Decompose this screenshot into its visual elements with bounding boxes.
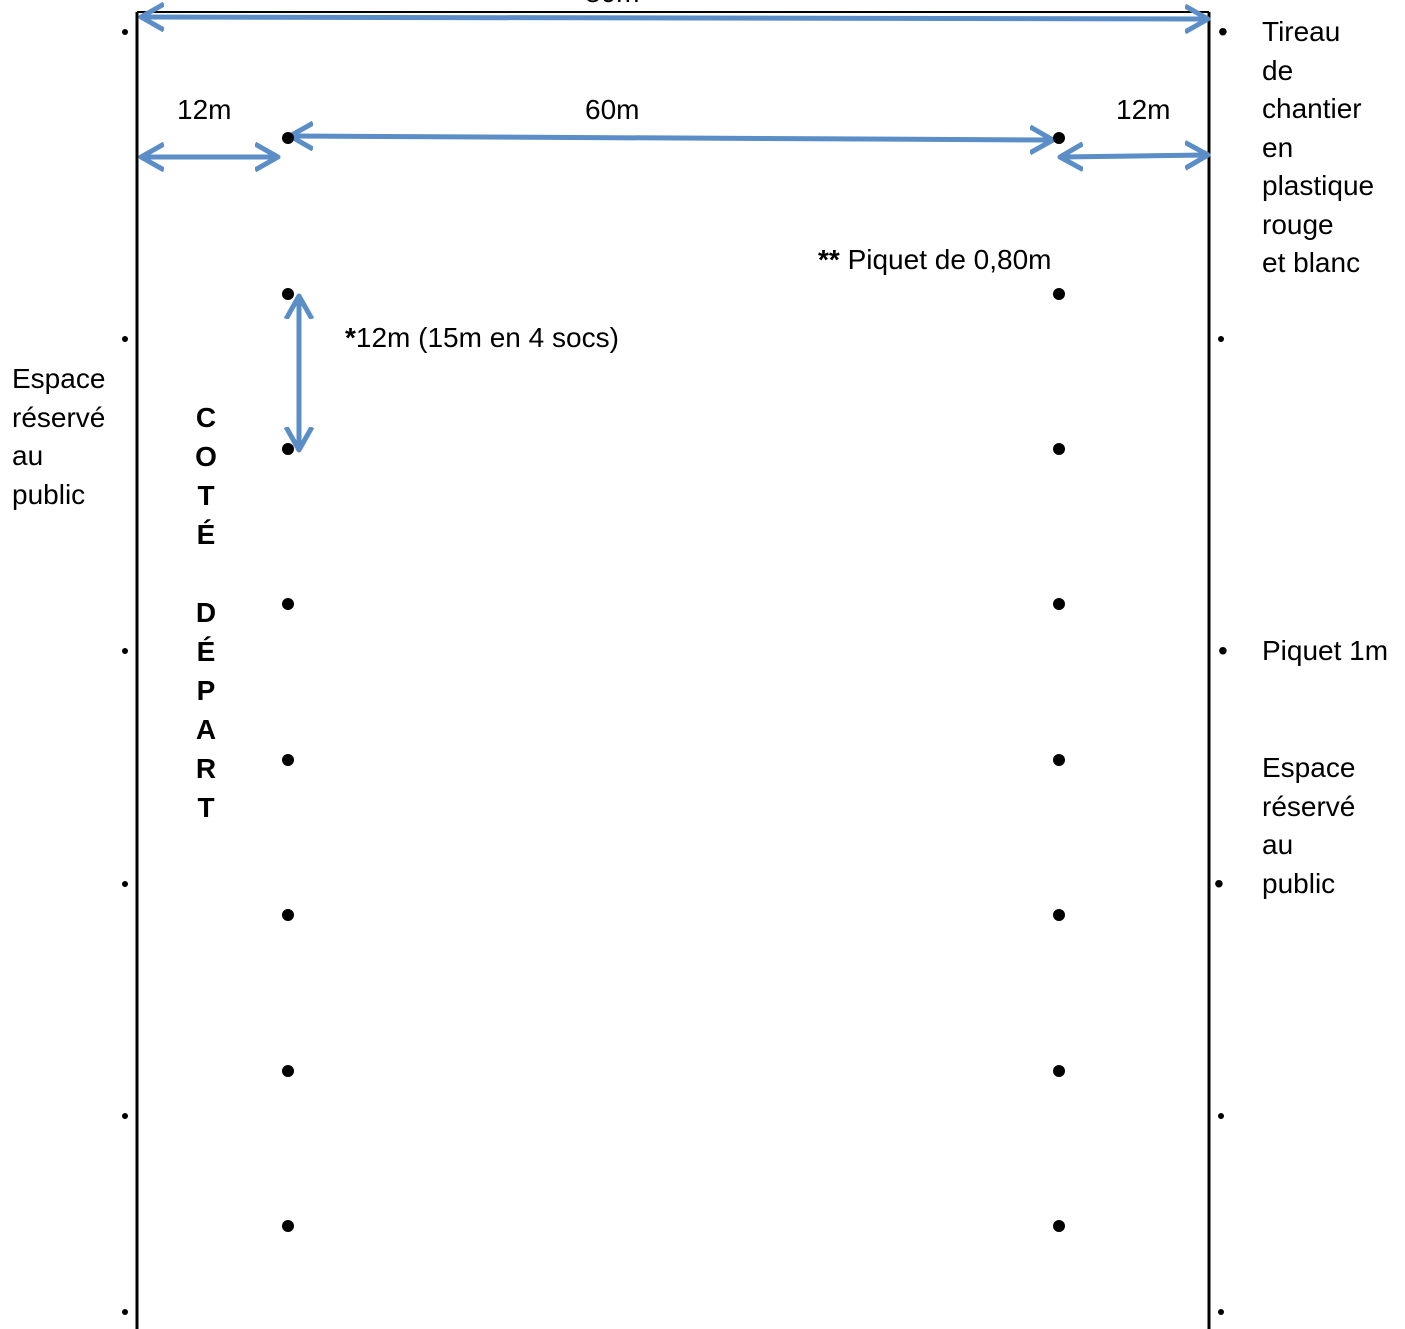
left-post-column <box>282 132 294 1232</box>
left-margin-label: 12m <box>177 94 232 125</box>
boundary-marker-dot <box>122 336 128 342</box>
piquet-spacing-arrow <box>292 136 1051 140</box>
letter: É <box>196 519 216 550</box>
text-line: Tireau <box>1262 16 1341 47</box>
post-dot <box>1053 1220 1065 1232</box>
boundary-marker-dot <box>1218 336 1224 342</box>
right-margin-arrow <box>1062 155 1206 157</box>
post-dot <box>1053 754 1065 766</box>
text-line: et blanc <box>1262 247 1361 278</box>
boundary-marker-dot <box>122 881 128 887</box>
letter: O <box>195 441 217 472</box>
post-dot <box>282 598 294 610</box>
right-post-column <box>1053 132 1065 1232</box>
post-dot <box>1053 598 1065 610</box>
bullet-icon: • <box>1218 635 1228 666</box>
letter: R <box>195 753 217 784</box>
right-public-space-label: Espace réservé au public <box>1262 749 1355 903</box>
boundary-marker-dot <box>122 648 128 654</box>
letter: A <box>195 714 217 745</box>
post-dot <box>282 132 294 144</box>
letter: C <box>195 402 217 433</box>
text-line: au <box>1262 829 1294 860</box>
post-dot <box>282 288 294 300</box>
row-spacing-text: 12m (15m en 4 socs) <box>355 322 619 353</box>
boundary-marker-dot <box>122 1113 128 1119</box>
letter: P <box>196 675 216 706</box>
legend-tape: • Tireau de chantier en plastique rouge … <box>1218 13 1375 283</box>
right-margin-label: 12m <box>1116 94 1171 125</box>
post-dot <box>1053 1065 1065 1077</box>
text-line: au <box>12 440 44 471</box>
post-dot <box>1053 132 1065 144</box>
post-dot <box>282 754 294 766</box>
row-spacing-note: *12m (15m en 4 socs) <box>345 319 619 358</box>
total-width-arrow <box>143 17 1206 19</box>
text-line: plastique <box>1262 170 1375 201</box>
text-line: réservé <box>1262 790 1356 822</box>
text-line: en <box>1262 131 1294 163</box>
legend-post: • Piquet 1m <box>1218 632 1389 671</box>
text-line: Espace <box>1262 752 1356 783</box>
boundary-marker-dot <box>1218 1113 1224 1119</box>
right-boundary-markers <box>1218 336 1224 1315</box>
post-dot <box>282 443 294 455</box>
letter: T <box>197 792 215 823</box>
post-dot <box>1053 288 1065 300</box>
post-dot <box>282 909 294 921</box>
letter: É <box>196 636 216 667</box>
start-side-label: C O T É D É P A R T <box>192 398 220 827</box>
text-line: réservé <box>12 401 106 433</box>
letter <box>192 554 220 593</box>
text-line: public <box>1262 867 1336 899</box>
row-spacing-mark: * <box>345 322 356 353</box>
bullet-icon: • <box>1214 868 1224 899</box>
post-dot <box>282 1065 294 1077</box>
text-line: chantier <box>1262 93 1362 124</box>
left-boundary-markers <box>122 29 128 1315</box>
boundary-marker-dot <box>1218 1309 1224 1315</box>
piquet-height-text: Piquet de 0,80m <box>847 244 1052 275</box>
total-width-label: 80m <box>585 0 639 13</box>
post-dot <box>282 1220 294 1232</box>
piquet-height-note: ** Piquet de 0,80m <box>818 241 1052 280</box>
letter: D <box>195 597 217 628</box>
bullet-icon: • <box>1218 16 1228 47</box>
text-line: Espace <box>12 363 106 394</box>
text-line: de <box>1262 54 1294 86</box>
left-public-space-label: Espace réservé au public <box>12 360 105 514</box>
text-line: Piquet 1m <box>1262 635 1389 666</box>
post-dot <box>1053 443 1065 455</box>
post-dot <box>1053 909 1065 921</box>
text-line: rouge <box>1262 208 1334 240</box>
boundary-marker-dot <box>122 29 128 35</box>
boundary-marker-dot <box>122 1309 128 1315</box>
piquet-height-mark: ** <box>818 244 840 275</box>
piquet-spacing-label: 60m <box>585 94 640 125</box>
letter: T <box>197 480 215 511</box>
text-line: public <box>12 478 86 510</box>
